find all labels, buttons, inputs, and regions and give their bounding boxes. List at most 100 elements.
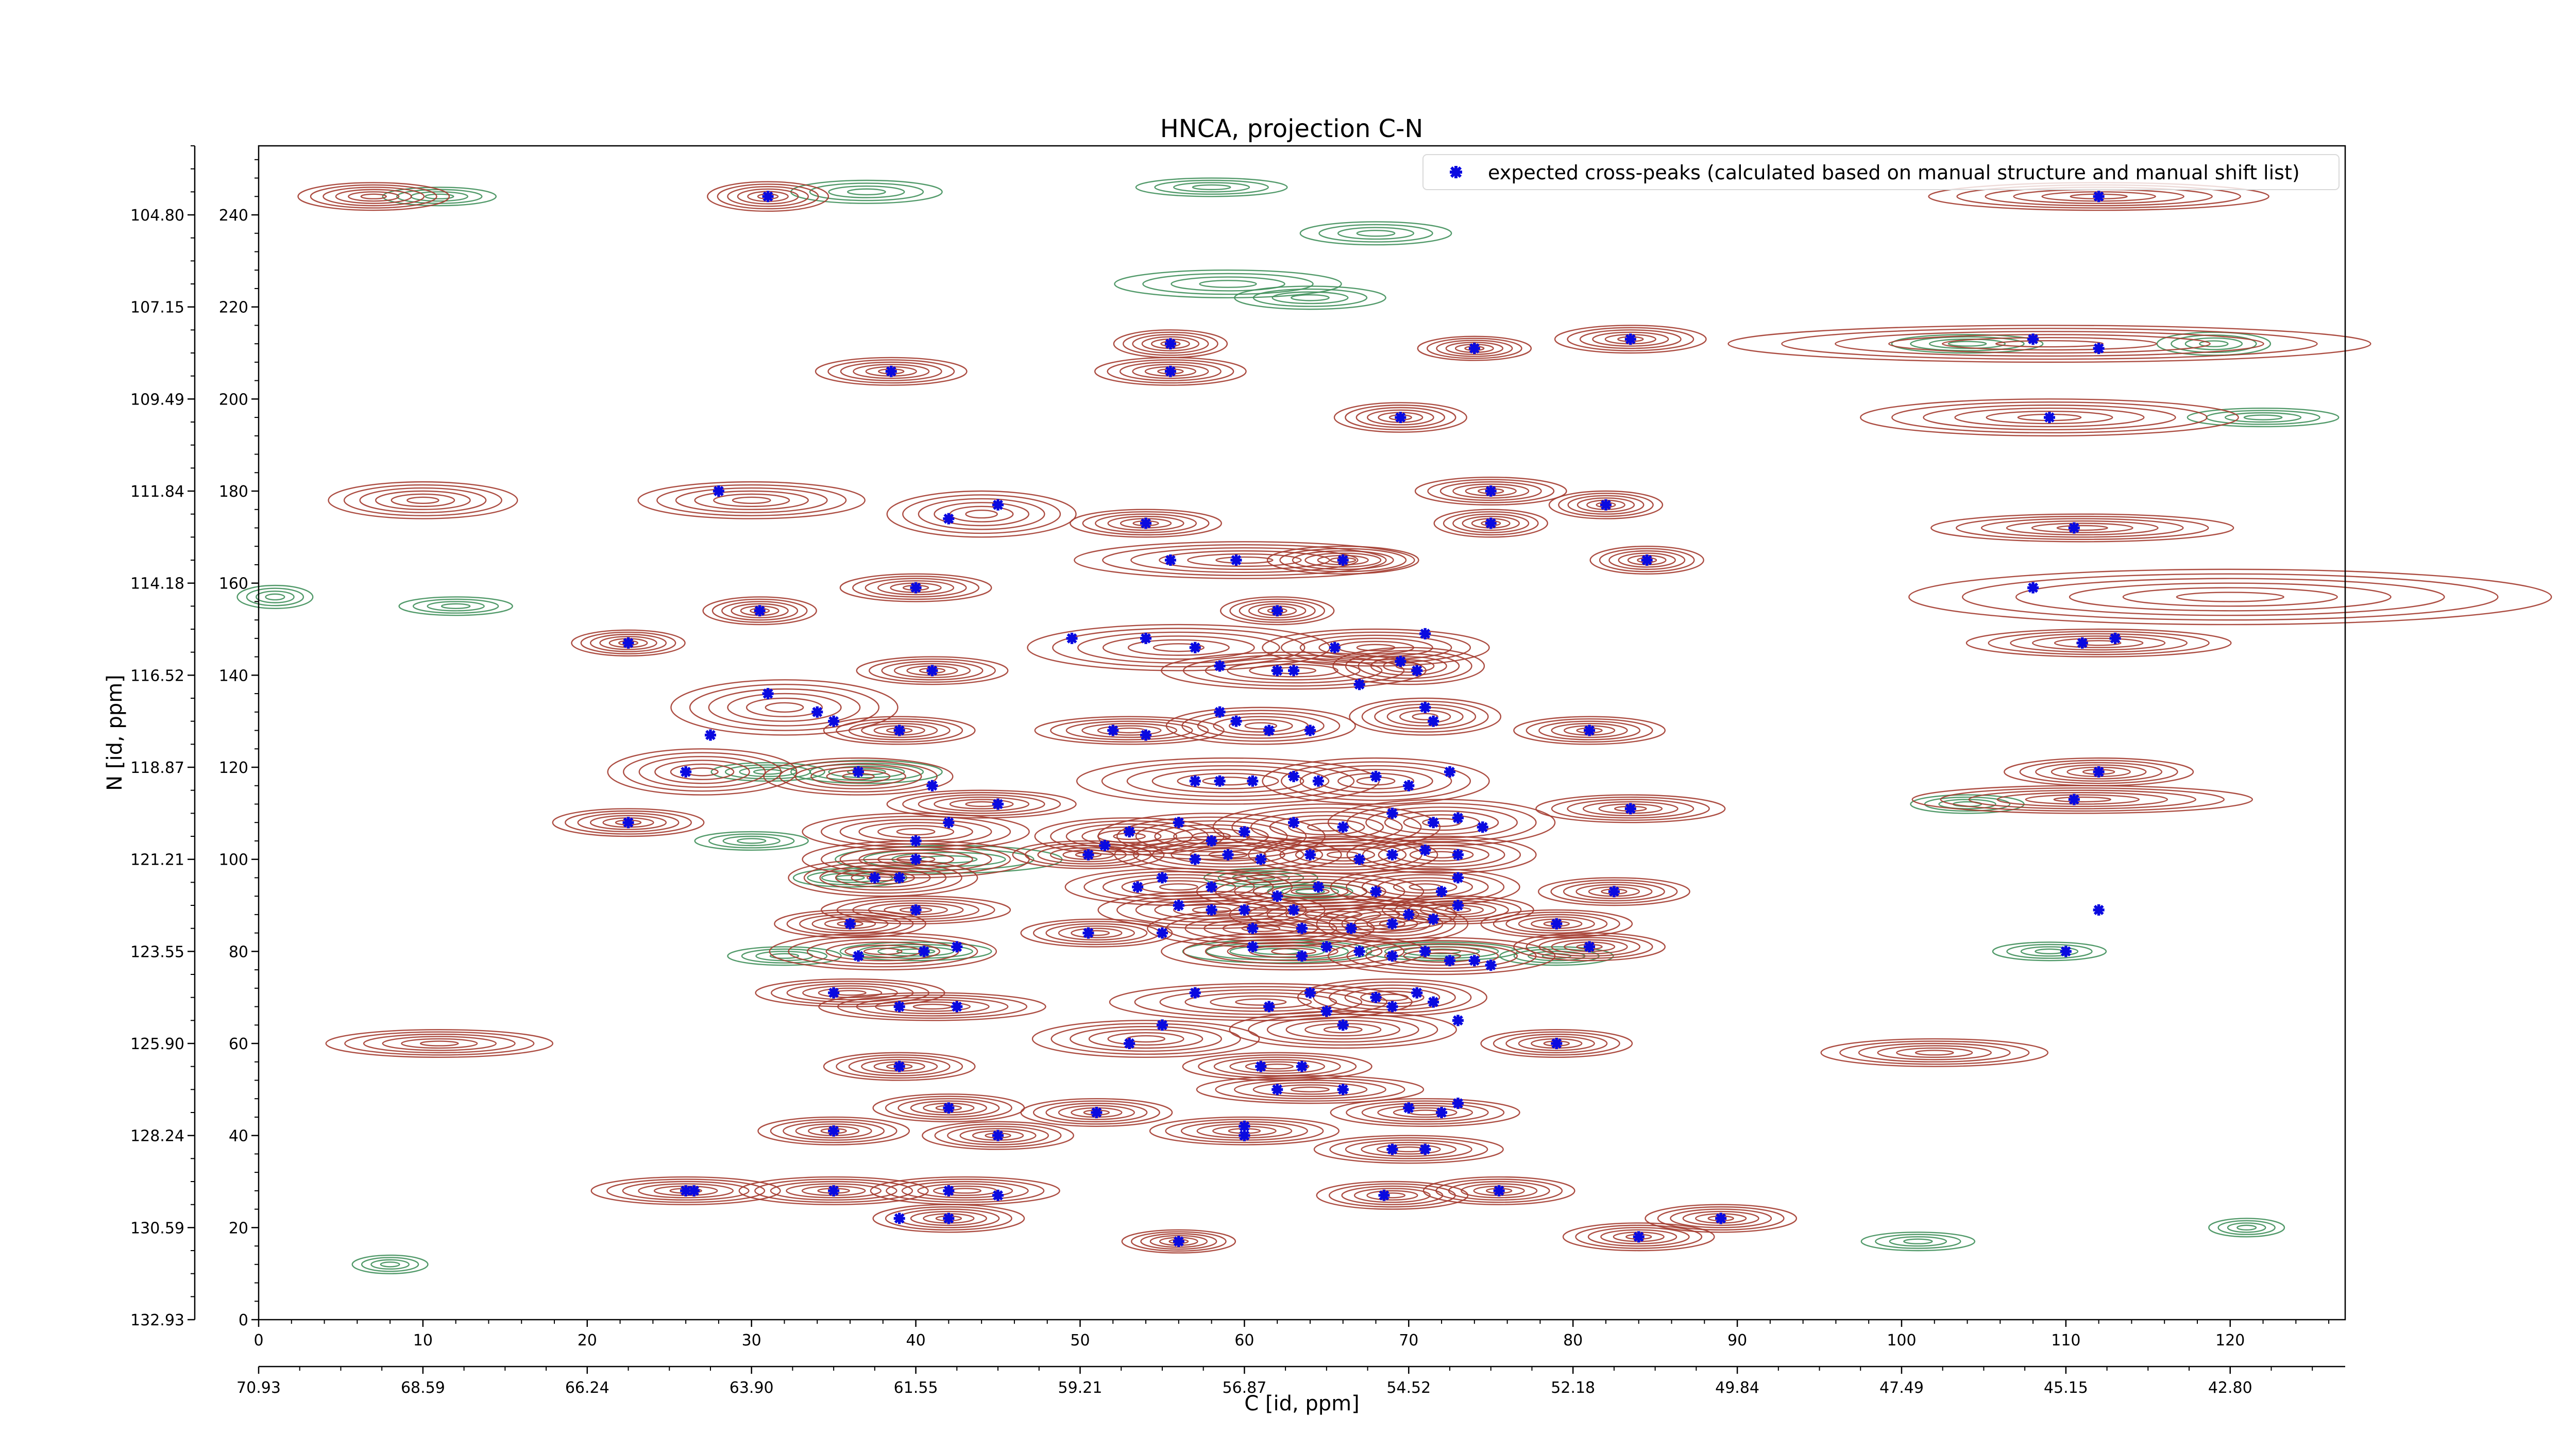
positive-contour-27-ring-3: [1102, 635, 1255, 660]
negative-contour-13-ring-1: [708, 833, 795, 849]
positive-contour-90-ring-1: [934, 1123, 1062, 1148]
positive-contour-88-ring-0: [1330, 1098, 1520, 1127]
positive-contour-100-ring-0: [1562, 1222, 1715, 1252]
negative-contour-20-ring-1: [1217, 870, 1304, 885]
positive-contour-16-ring-1: [1082, 511, 1210, 536]
x-ppm-tick-label-6: 56.87: [1222, 1379, 1266, 1397]
positive-contour-51-ring-0: [1212, 803, 1441, 851]
negative-contour-27-ring-0: [351, 1254, 429, 1274]
positive-contour-77-ring-2: [856, 997, 1009, 1017]
cross-peak-marker-151: [1551, 1038, 1563, 1049]
cross-peak-point-86: [1082, 849, 1094, 861]
positive-contour-55-ring-3: [1171, 845, 1285, 865]
positive-contour-21-ring-0: [1930, 513, 2234, 543]
cross-peak-marker-63: [1288, 770, 1300, 782]
cross-peak-point-41: [1353, 679, 1365, 690]
cross-peak-point-42: [762, 688, 774, 700]
cross-peak-point-33: [2076, 637, 2088, 649]
cross-peak-marker-86: [1082, 849, 1094, 861]
positive-contour-23-ring-3: [2069, 582, 2392, 612]
positive-contour-7-ring-3: [1592, 331, 1669, 347]
cross-peak-marker-56: [680, 766, 692, 778]
positive-contour-103-ring-0: [1820, 1038, 2048, 1067]
positive-contour-96-ring-4: [1366, 1190, 1418, 1201]
positive-contour-102-ring-5: [419, 1040, 459, 1047]
positive-contour-97-ring-1: [1435, 1178, 1563, 1203]
positive-contour-101-ring-2: [1670, 1208, 1772, 1228]
cross-peak-marker-8: [2093, 343, 2105, 355]
positive-contour-23-ring-4: [2122, 587, 2338, 607]
negative-contour-26-ring-2: [2227, 1222, 2266, 1233]
negative-contour-11-ring-0: [710, 762, 825, 782]
positive-contour-74-ring-4: [1403, 949, 1480, 963]
cross-peak-marker-12: [992, 499, 1004, 511]
cross-peak-marker-35: [926, 665, 938, 677]
negative-contour-9-ring-0: [236, 584, 314, 609]
cross-peak-point-25: [754, 605, 766, 617]
cross-peak-marker-106: [910, 904, 922, 916]
positive-contour-41-ring-2: [918, 794, 1045, 814]
positive-contour-41-ring-0: [886, 789, 1077, 819]
cross-peak-marker-136: [2093, 904, 2105, 916]
positive-contour-84-ring-3: [1229, 1059, 1326, 1074]
positive-contour-5-ring-0: [1094, 357, 1247, 386]
positive-contour-90-ring-3: [959, 1128, 1037, 1143]
negative-contour-12-ring-3: [847, 768, 886, 776]
positive-contour-87-ring-5: [1291, 1086, 1330, 1093]
positive-contour-41-ring-3: [934, 796, 1030, 812]
positive-contour-103-ring-2: [1858, 1042, 2011, 1063]
positive-contour-6-ring-0: [1417, 335, 1532, 361]
x-ppm-tick-label-1: 68.59: [401, 1379, 445, 1397]
positive-contour-59-ring-5: [1159, 883, 1198, 891]
positive-contour-34-ring-1: [836, 718, 963, 743]
positive-contour-68-ring-3: [1058, 925, 1135, 941]
cross-peak-point-143: [1320, 1005, 1332, 1017]
legend-label: expected cross-peaks (calculated based o…: [1488, 161, 2300, 184]
positive-contour-103-ring-4: [1896, 1047, 1973, 1058]
positive-contour-13-ring-0: [886, 490, 1077, 538]
positive-contour-92-ring-3: [1361, 1141, 1457, 1157]
positive-contour-78-ring-5: [1235, 998, 1287, 1006]
cross-peak-point-128: [1353, 946, 1365, 957]
x-tick-label-11: 110: [2051, 1332, 2080, 1350]
positive-contour-9-ring-2: [1923, 405, 2176, 431]
positive-contour-21-ring-2: [1980, 518, 2184, 538]
cross-peak-marker-46: [704, 729, 716, 741]
cross-peak-point-64: [1312, 775, 1324, 787]
positive-contour-3-ring-2: [840, 361, 942, 381]
cross-peak-point-168: [1419, 1143, 1431, 1155]
cross-peak-marker-128: [1353, 946, 1365, 957]
cross-peak-marker-92: [1386, 849, 1398, 861]
positive-contour-55-ring-2: [1151, 841, 1304, 868]
cross-peak-point-30: [1189, 642, 1201, 653]
cross-peak-point-28: [1066, 632, 1078, 644]
positive-contour-23-ring-2: [2015, 578, 2445, 616]
positive-contour-9-ring-3: [1954, 408, 2145, 428]
positive-contour-83-ring-2: [848, 1056, 951, 1076]
cross-peak-point-103: [1436, 886, 1448, 898]
cross-peak-point-163: [828, 1125, 840, 1137]
positive-contour-89-ring-0: [757, 1116, 910, 1145]
positive-contour-12-ring-0: [637, 481, 866, 519]
cross-peak-marker-25: [754, 605, 766, 617]
cross-peak-point-55: [1584, 724, 1596, 736]
positive-contour-33-ring-4: [745, 697, 823, 717]
positive-contour-101-ring-3: [1682, 1210, 1759, 1226]
cross-peak-point-170: [828, 1185, 840, 1197]
cross-peak-point-89: [1255, 853, 1267, 865]
x-ppm-tick-label-7: 54.52: [1386, 1379, 1431, 1397]
positive-contour-83-ring-3: [861, 1059, 938, 1074]
positive-contour-95-ring-3: [917, 1183, 1013, 1199]
positive-contour-43-ring-2: [1299, 765, 1452, 797]
cross-peak-point-136: [2093, 904, 2105, 916]
plot-background: [259, 146, 2345, 1320]
positive-contour-13-ring-3: [934, 502, 1030, 527]
cross-peak-marker-147: [1428, 996, 1439, 1008]
positive-contour-18-ring-0: [1266, 545, 1419, 575]
cross-peak-marker-26: [1272, 605, 1283, 617]
y-ppm-tick-label-7: 116.52: [130, 667, 184, 685]
positive-contour-2-ring-5: [360, 193, 387, 199]
positive-contour-38-ring-3: [1551, 722, 1628, 738]
cross-peak-point-9: [2043, 412, 2055, 424]
positive-contour-101-ring-0: [1645, 1204, 1798, 1233]
